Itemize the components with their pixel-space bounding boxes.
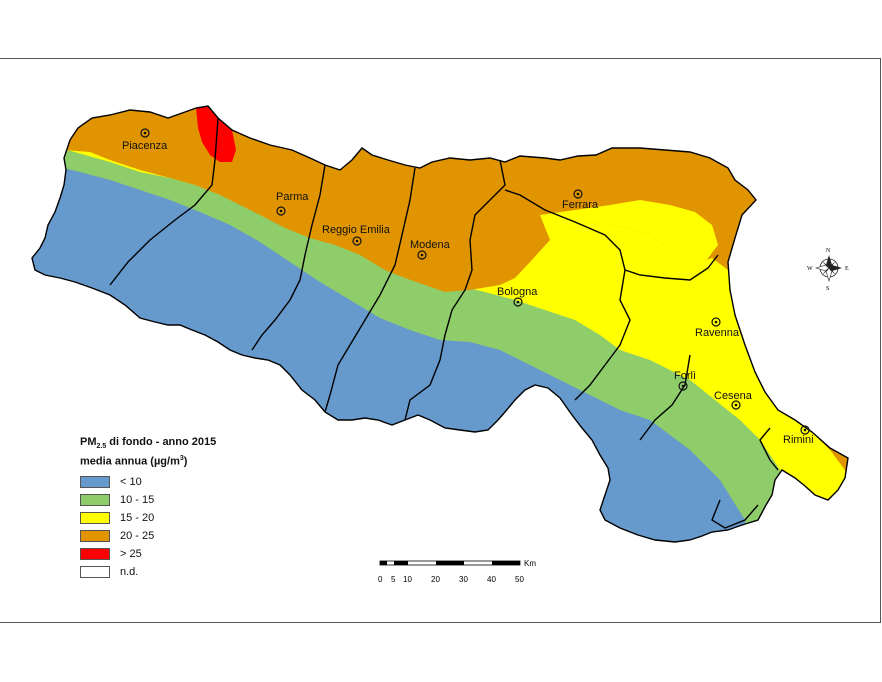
legend-item: 15 - 20: [80, 509, 216, 527]
boundary-ferrara-bologna: [504, 189, 626, 271]
scale-ticks: 0 5 10 20 30 40 50: [378, 575, 528, 587]
legend-item: 20 - 25: [80, 527, 216, 545]
city-label-rimini: Rimini: [783, 434, 814, 446]
boundary-forli-rimini: [759, 427, 779, 471]
city-label-piacenza: Piacenza: [122, 140, 168, 152]
scale-tick: 0: [378, 575, 383, 584]
scale-unit: Km: [524, 559, 536, 568]
compass-e: E: [845, 266, 849, 272]
zone-gt25: [196, 106, 236, 162]
city-modena[interactable]: Modena: [410, 239, 451, 260]
city-label-ferrara: Ferrara: [562, 199, 599, 211]
city-label-parma: Parma: [276, 191, 309, 203]
map-frame: [0, 58, 881, 623]
legend-item: < 10: [80, 473, 216, 491]
scale-bar-graphic: Km: [379, 559, 536, 568]
city-ravenna[interactable]: Ravenna: [695, 317, 740, 339]
compass-n: N: [826, 248, 831, 254]
legend-label: 15 - 20: [120, 511, 155, 524]
compass-rose-icon: N S E W: [807, 248, 849, 292]
legend-swatch: [80, 547, 110, 560]
legend-items: < 10 10 - 15 15 - 20 20 - 25 > 25 n.d.: [80, 473, 216, 581]
city-ferrara[interactable]: Ferrara: [562, 189, 599, 211]
compass-s: S: [826, 286, 829, 292]
legend-item: n.d.: [80, 563, 216, 581]
legend-title: PM2.5 di fondo - anno 2015: [80, 436, 217, 451]
boundary-reggio-modena: [324, 167, 416, 413]
city-label-forli: Forlì: [674, 370, 696, 382]
legend-swatch: [80, 493, 110, 506]
compass-w: W: [807, 266, 813, 272]
city-parma[interactable]: Parma: [276, 191, 309, 216]
legend-subtitle: media annua (µg/m3): [80, 455, 188, 468]
city-reggio-emilia[interactable]: Reggio Emilia: [322, 224, 391, 246]
legend-label: 20 - 25: [120, 529, 155, 542]
legend-item: 10 - 15: [80, 491, 216, 509]
city-piacenza[interactable]: Piacenza: [122, 128, 168, 152]
province-boundaries: [31, 105, 849, 543]
boundary-modena-bologna: [404, 159, 506, 421]
boundary-ravenna-forli: [639, 354, 691, 441]
boundary-ferrara-ravenna: [624, 254, 719, 281]
city-bologna[interactable]: Bologna: [497, 286, 538, 307]
scale-tick: 30: [459, 575, 468, 584]
scale-tick: 20: [431, 575, 440, 584]
legend-swatch: [80, 565, 110, 578]
city-label-bologna: Bologna: [497, 286, 538, 298]
boundary-parma-reggio: [251, 164, 326, 351]
city-cesena[interactable]: Cesena: [714, 390, 753, 410]
scale-tick: 50: [515, 575, 524, 584]
city-label-ravenna: Ravenna: [695, 327, 740, 339]
legend-item: > 25: [80, 545, 216, 563]
scale-tick: 10: [403, 575, 412, 584]
city-label-cesena: Cesena: [714, 390, 753, 402]
city-forli[interactable]: Forlì: [674, 370, 696, 391]
city-label-modena: Modena: [410, 239, 451, 251]
legend-label: 10 - 15: [120, 493, 155, 506]
legend-swatch: [80, 475, 110, 488]
legend-swatch: [80, 511, 110, 524]
boundary-bologna-ravenna: [574, 269, 631, 401]
city-label-reggio-emilia: Reggio Emilia: [322, 224, 391, 236]
legend-label: > 25: [120, 547, 142, 560]
boundary-enclave: [711, 499, 759, 529]
scale-tick: 40: [487, 575, 496, 584]
legend-label: < 10: [120, 475, 142, 488]
legend-swatch: [80, 529, 110, 542]
city-markers: Piacenza Parma Reggio Emilia Modena Ferr…: [122, 128, 814, 446]
legend-label: n.d.: [120, 565, 139, 578]
map-legend: PM2.5 di fondo - anno 2015 media annua (…: [80, 436, 216, 581]
city-rimini[interactable]: Rimini: [783, 425, 814, 446]
scale-tick: 5: [391, 575, 396, 584]
boundary-piacenza-parma: [109, 117, 219, 286]
scale-bar: Km 0 5 10 20 30 40 50: [378, 557, 548, 587]
zone-15-20-east: [540, 200, 718, 270]
